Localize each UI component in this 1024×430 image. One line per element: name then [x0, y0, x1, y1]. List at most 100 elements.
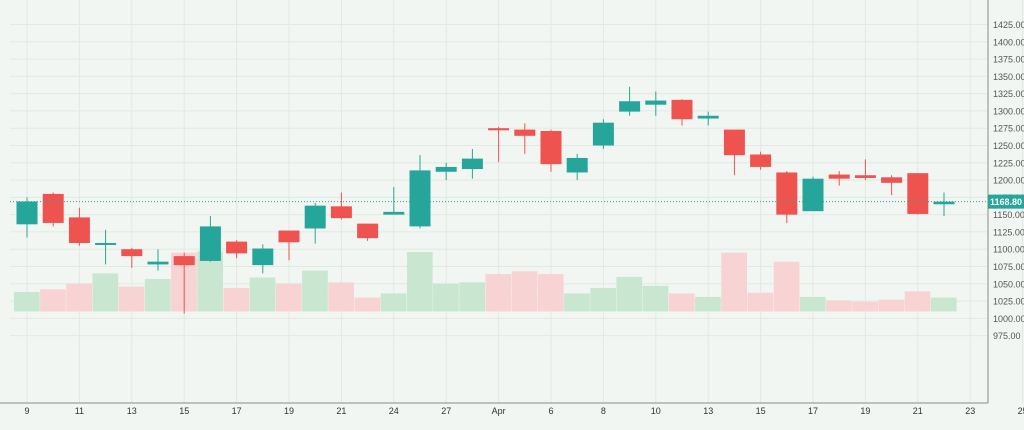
volume-bar — [459, 282, 485, 312]
y-tick-label: 1025.00 — [993, 297, 1024, 307]
candle-body — [488, 128, 510, 131]
x-tick-label: 6 — [548, 406, 553, 416]
candles — [16, 86, 955, 314]
x-tick-label: 17 — [808, 406, 818, 416]
volume-bar — [92, 273, 119, 312]
candle-body — [461, 158, 483, 170]
volume-bar — [433, 283, 459, 312]
candle-body — [199, 226, 221, 261]
volume-bar — [13, 292, 40, 312]
candle-body — [933, 201, 955, 205]
x-tick-label: 11 — [75, 406, 84, 416]
volume-bar — [537, 274, 564, 312]
volume-bar — [747, 292, 774, 312]
candle-body — [802, 178, 824, 212]
candle-body — [566, 157, 588, 173]
x-tick-label: 9 — [24, 406, 29, 416]
candle-body — [121, 249, 143, 257]
y-tick-label: 1075.00 — [993, 262, 1024, 272]
candle-body — [68, 217, 90, 243]
last-price-label: 1168.80 — [990, 197, 1022, 207]
volume-bar — [40, 289, 66, 312]
y-tick-label: 1225.00 — [993, 158, 1024, 168]
volume-bar — [354, 297, 381, 312]
y-tick-label: 1000.00 — [993, 314, 1024, 324]
volume-bar — [930, 297, 957, 312]
x-tick-label: 19 — [860, 406, 870, 416]
candle-body — [881, 177, 903, 183]
volume-bar — [511, 271, 538, 312]
candle-body — [671, 99, 693, 120]
candle-body — [383, 211, 405, 215]
y-tick-label: 1400.00 — [993, 37, 1024, 47]
candle-body — [907, 173, 929, 214]
y-tick-label: 1425.00 — [993, 20, 1024, 30]
y-tick-label: 1125.00 — [993, 227, 1024, 237]
volume-bar — [66, 283, 92, 312]
x-tick-label: 23 — [965, 406, 975, 416]
candle-body — [776, 172, 798, 215]
volume-bar — [485, 274, 512, 312]
volume-bar — [852, 301, 878, 312]
x-axis: 91113151719212427Apr68101315171921232527… — [0, 402, 1024, 416]
y-tick-label: 1325.00 — [993, 89, 1024, 99]
x-tick-label: 15 — [179, 406, 189, 416]
candle-body — [278, 230, 300, 243]
y-tick-label: 1350.00 — [993, 72, 1024, 82]
candle-body — [357, 223, 379, 239]
y-tick-label: 1275.00 — [993, 124, 1024, 134]
candle-body — [540, 130, 562, 165]
volume-bar — [826, 300, 852, 312]
y-tick-label: 1200.00 — [993, 176, 1024, 186]
candle-body — [750, 154, 772, 167]
volume-bar — [406, 251, 433, 312]
x-tick-label: 10 — [651, 406, 661, 416]
candle-body — [173, 256, 195, 266]
x-tick-label: 17 — [232, 406, 242, 416]
candle-body — [828, 174, 850, 179]
volume-bar — [380, 293, 407, 312]
volume-bar — [695, 296, 721, 312]
candle-body — [147, 261, 169, 265]
x-tick-label: 13 — [703, 406, 713, 416]
volume-bar — [668, 293, 695, 312]
volume-bar — [878, 299, 905, 312]
volume-bar — [249, 277, 276, 312]
candle-body — [723, 129, 745, 156]
x-tick-label: 21 — [336, 406, 346, 416]
y-tick-label: 975.00 — [993, 331, 1021, 341]
candle-body — [697, 115, 719, 119]
candle-body — [304, 205, 326, 229]
x-tick-label: 24 — [389, 406, 399, 416]
volume-bar — [721, 252, 747, 312]
y-tick-label: 1050.00 — [993, 279, 1024, 289]
volume-bar — [118, 286, 145, 312]
candle-body — [435, 166, 457, 172]
x-tick-label: 8 — [601, 406, 606, 416]
volume-bar — [799, 296, 826, 312]
volume-bar — [223, 287, 250, 312]
candle-body — [42, 193, 64, 223]
x-tick-label: 27 — [441, 406, 451, 416]
volume-bar — [144, 278, 171, 312]
last-price-label-background — [988, 194, 1024, 209]
volume-bar — [275, 283, 302, 312]
volume-bars — [13, 251, 957, 312]
candle-body — [16, 201, 38, 225]
candle-body — [854, 175, 876, 178]
y-tick-label: 1375.00 — [993, 55, 1024, 65]
volume-bar — [904, 291, 931, 312]
x-tick-label: 15 — [756, 406, 766, 416]
volume-bar — [642, 285, 669, 312]
candle-body — [95, 242, 117, 245]
candle-body — [514, 129, 536, 136]
y-tick-label: 1300.00 — [993, 106, 1024, 116]
x-tick-label: Apr — [492, 406, 506, 416]
x-tick-label: 13 — [127, 406, 137, 416]
volume-bar — [564, 293, 590, 312]
candle-body — [619, 101, 641, 112]
x-tick-label: 21 — [913, 406, 923, 416]
